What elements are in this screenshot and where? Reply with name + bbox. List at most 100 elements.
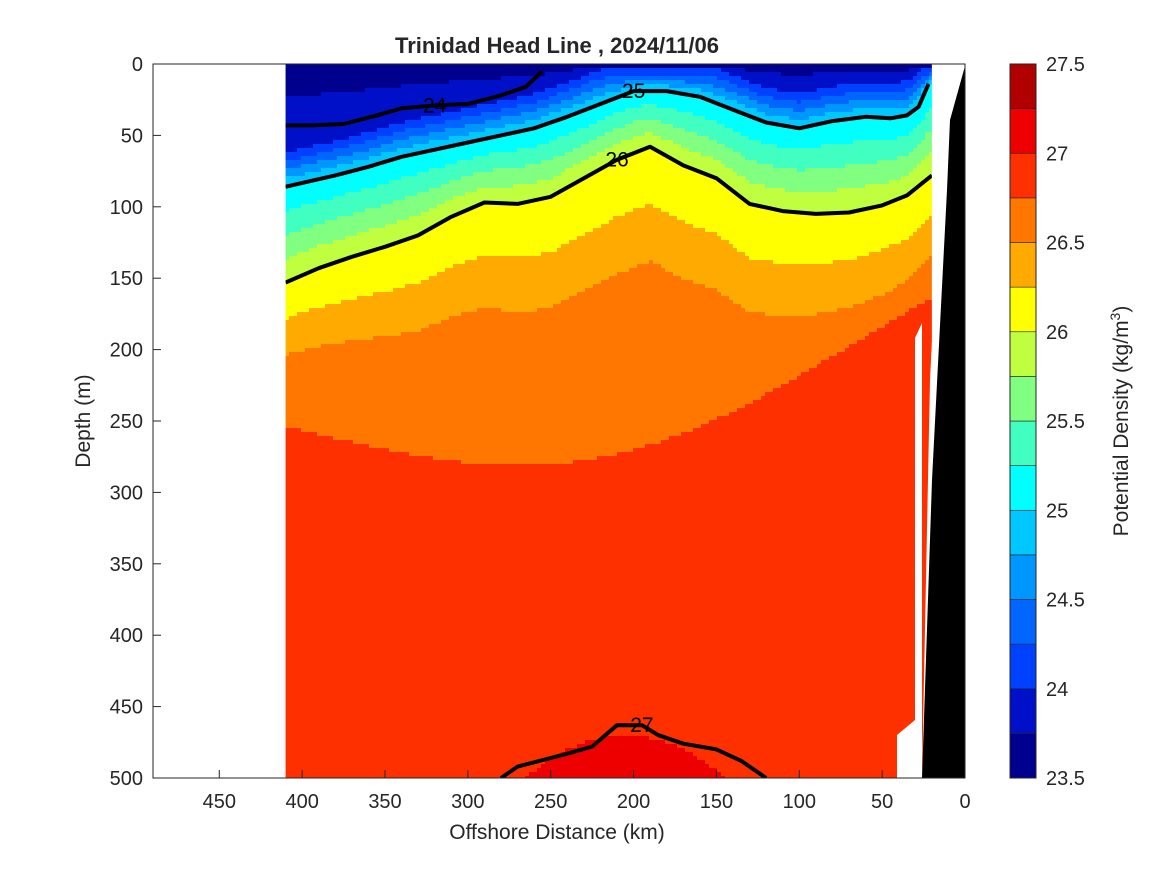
density-cell	[289, 80, 294, 85]
density-cell	[349, 568, 354, 573]
density-cell	[393, 104, 398, 109]
density-cell	[369, 320, 374, 325]
density-cell	[365, 676, 370, 681]
density-cell	[321, 180, 326, 185]
density-cell	[297, 96, 302, 101]
density-cell	[377, 432, 382, 437]
density-cell	[333, 580, 338, 585]
density-cell	[357, 504, 362, 509]
density-cell	[325, 316, 330, 321]
chart-title: Trinidad Head Line , 2024/11/06	[395, 33, 719, 58]
density-cell	[285, 140, 290, 145]
density-cell	[305, 776, 310, 778]
density-cell	[353, 476, 358, 481]
density-cell	[349, 584, 354, 589]
density-cell	[293, 752, 298, 757]
density-cell	[341, 380, 346, 385]
density-cell	[365, 700, 370, 705]
density-cell	[393, 312, 398, 317]
density-cell	[309, 176, 314, 181]
density-cell	[365, 512, 370, 517]
density-cell	[325, 212, 330, 217]
density-cell	[369, 596, 374, 601]
density-cell	[349, 324, 354, 329]
density-cell	[365, 628, 370, 633]
density-cell	[301, 88, 306, 93]
density-cell	[309, 72, 314, 77]
density-cell	[337, 388, 342, 393]
density-cell	[325, 744, 330, 749]
density-cell	[381, 616, 386, 621]
density-cell	[329, 72, 334, 77]
density-cell	[321, 700, 326, 705]
density-cell	[325, 300, 330, 305]
density-cell	[373, 596, 378, 601]
density-cell	[285, 544, 290, 549]
density-cell	[325, 168, 330, 173]
density-cell	[321, 416, 326, 421]
density-cell	[313, 616, 318, 621]
density-cell	[289, 584, 294, 589]
density-cell	[305, 692, 310, 697]
density-cell	[373, 296, 378, 301]
density-cell	[357, 256, 362, 261]
density-cell	[301, 448, 306, 453]
density-cell	[349, 148, 354, 153]
density-cell	[353, 676, 358, 681]
density-cell	[381, 568, 386, 573]
density-cell	[305, 220, 310, 225]
density-cell	[313, 772, 318, 777]
density-cell	[317, 468, 322, 473]
density-cell	[325, 600, 330, 605]
density-cell	[293, 400, 298, 405]
density-cell	[293, 620, 298, 625]
density-cell	[349, 336, 354, 341]
density-cell	[297, 604, 302, 609]
density-cell	[333, 680, 338, 685]
density-cell	[341, 672, 346, 677]
density-cell	[345, 768, 350, 773]
density-cell	[289, 556, 294, 561]
density-cell	[317, 108, 322, 113]
density-cell	[317, 92, 322, 97]
density-cell	[357, 64, 362, 69]
density-cell	[357, 260, 362, 265]
density-cell	[345, 376, 350, 381]
density-cell	[285, 728, 290, 733]
density-cell	[349, 352, 354, 357]
density-cell	[337, 352, 342, 357]
density-cell	[393, 392, 398, 397]
density-cell	[337, 472, 342, 477]
density-cell	[365, 624, 370, 629]
density-cell	[289, 248, 294, 253]
density-cell	[329, 584, 334, 589]
density-cell	[337, 612, 342, 617]
density-cell	[385, 644, 390, 649]
density-cell	[321, 140, 326, 145]
density-cell	[337, 492, 342, 497]
density-cell	[313, 720, 318, 725]
density-cell	[385, 216, 390, 221]
density-cell	[393, 216, 398, 221]
density-cell	[389, 472, 394, 477]
density-cell	[305, 716, 310, 721]
density-cell	[325, 652, 330, 657]
density-cell	[289, 176, 294, 181]
density-cell	[309, 540, 314, 545]
density-cell	[365, 260, 370, 265]
density-cell	[293, 680, 298, 685]
density-cell	[357, 84, 362, 89]
density-cell	[329, 604, 334, 609]
density-cell	[309, 500, 314, 505]
density-cell	[337, 356, 342, 361]
density-cell	[377, 708, 382, 713]
density-cell	[349, 700, 354, 705]
density-cell	[393, 128, 398, 133]
density-cell	[361, 104, 366, 109]
density-cell	[297, 528, 302, 533]
density-cell	[285, 720, 290, 725]
density-cell	[305, 260, 310, 265]
density-cell	[341, 228, 346, 233]
density-cell	[325, 548, 330, 553]
density-cell	[385, 384, 390, 389]
